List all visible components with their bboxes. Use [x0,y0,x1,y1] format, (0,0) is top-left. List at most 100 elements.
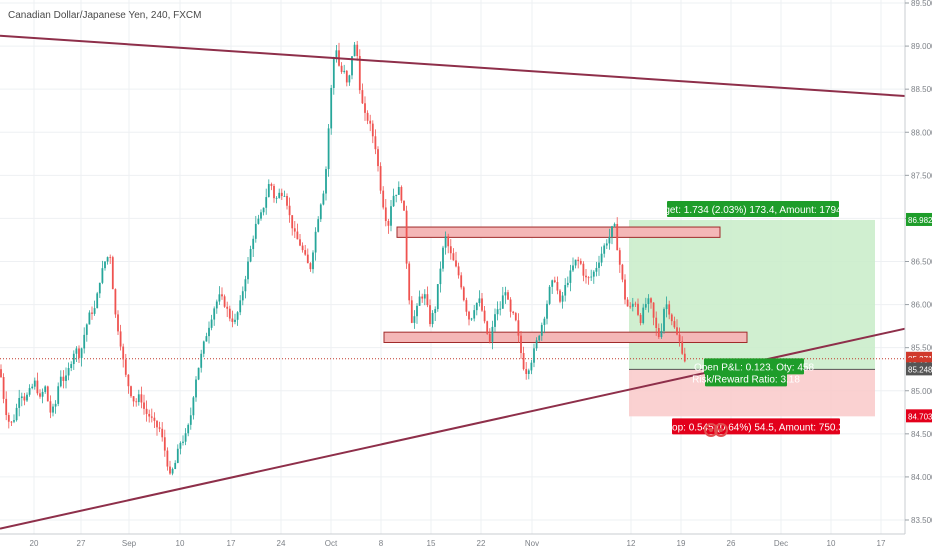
candle-body [670,314,673,322]
candle-body [265,197,268,208]
candle-body [340,65,343,72]
candle-body [205,336,208,342]
candle-body [660,330,663,337]
candle-body [366,112,369,121]
candle-body [221,294,223,297]
candle-body [275,197,278,199]
candle-body [130,386,132,397]
candle-body [54,403,57,407]
candle-body [379,166,382,191]
candle-body [332,58,335,88]
candle-body [527,370,530,374]
candle-body [348,75,351,83]
candle-body [384,207,387,221]
candle-body [249,249,252,262]
candle-body [109,257,112,258]
candle-body [436,284,439,310]
price-tag: 85.248 [906,362,932,376]
candle-body [587,277,590,279]
candle-body [598,262,600,268]
sr-zone-1 [396,226,721,238]
candle-body [241,291,244,301]
candle-body [572,265,574,271]
candle-body [566,282,569,286]
candle-body [371,123,374,137]
candle-body [65,375,67,381]
candle-body [520,335,522,354]
candle-body [91,312,93,314]
candle-body [98,282,101,294]
candle-body [267,184,270,198]
candle-body [486,321,489,334]
candle-body [260,212,262,219]
candle-body [122,346,125,360]
x-tick-label: 20 [30,539,39,548]
candle-body [296,231,299,240]
x-tick-label: 24 [277,539,286,548]
candle-body [418,296,421,306]
y-tick-label: 85.500 [911,344,932,353]
y-tick-label: 86.500 [911,258,932,267]
candle-body [652,302,655,318]
y-tick-label: 88.500 [911,85,932,94]
candle-body [514,313,517,321]
candle-body [361,90,364,104]
candle-body [512,311,515,314]
x-tick-label: 26 [727,539,736,548]
candle-body [23,396,26,401]
candle-body [413,316,416,323]
candle-body [75,348,78,354]
candle-body [540,324,543,336]
candle-body [423,294,426,299]
candle-body [408,263,411,301]
candle-body [317,219,320,232]
candle-body [478,298,481,303]
candle-body [377,149,379,167]
candle-body [239,300,242,313]
candle-body [187,424,190,434]
candle-body [2,377,5,399]
candle-body [325,169,327,194]
candle-body [439,268,442,285]
candle-body [39,393,41,397]
x-tick-label: 22 [477,539,486,548]
candle-body [262,207,265,213]
candle-body [15,407,18,421]
candle-body [33,380,36,387]
candle-body [639,314,642,324]
candle-body [252,238,255,250]
candle-body [616,223,619,251]
candle-body [637,303,639,315]
y-tick-label: 86.000 [911,301,932,310]
candle-body [85,324,88,335]
candle-body [351,56,353,76]
candle-body [590,276,593,278]
candle-body [291,215,294,229]
candle-body [327,128,330,170]
candle-body [78,348,80,358]
x-tick-label: 27 [77,539,86,548]
candle-body [509,299,512,312]
x-tick-label: Dec [774,539,788,548]
chart-title: Canadian Dollar/Japanese Yen, 240, FXCM [8,10,202,21]
x-tick-label: 19 [677,539,686,548]
candle-body [395,194,398,196]
stop-label-bg [672,418,840,435]
candle-body [335,50,338,59]
candle-body [595,267,598,272]
candle-body [611,226,613,237]
candle-body [600,253,603,263]
stop-label: Stop: 0.545 (0.64%) 54.5, Amount: 750.39 [663,418,850,435]
candle-body [426,294,429,306]
candle-body [322,193,325,205]
candle-body [364,103,366,113]
candle-body [182,441,184,443]
tradingview-logo-icon [703,420,729,443]
candle-body [293,228,296,232]
candle-body [683,353,686,362]
candle-body [465,300,468,312]
candle-body [496,309,499,315]
candle-body [676,327,678,335]
